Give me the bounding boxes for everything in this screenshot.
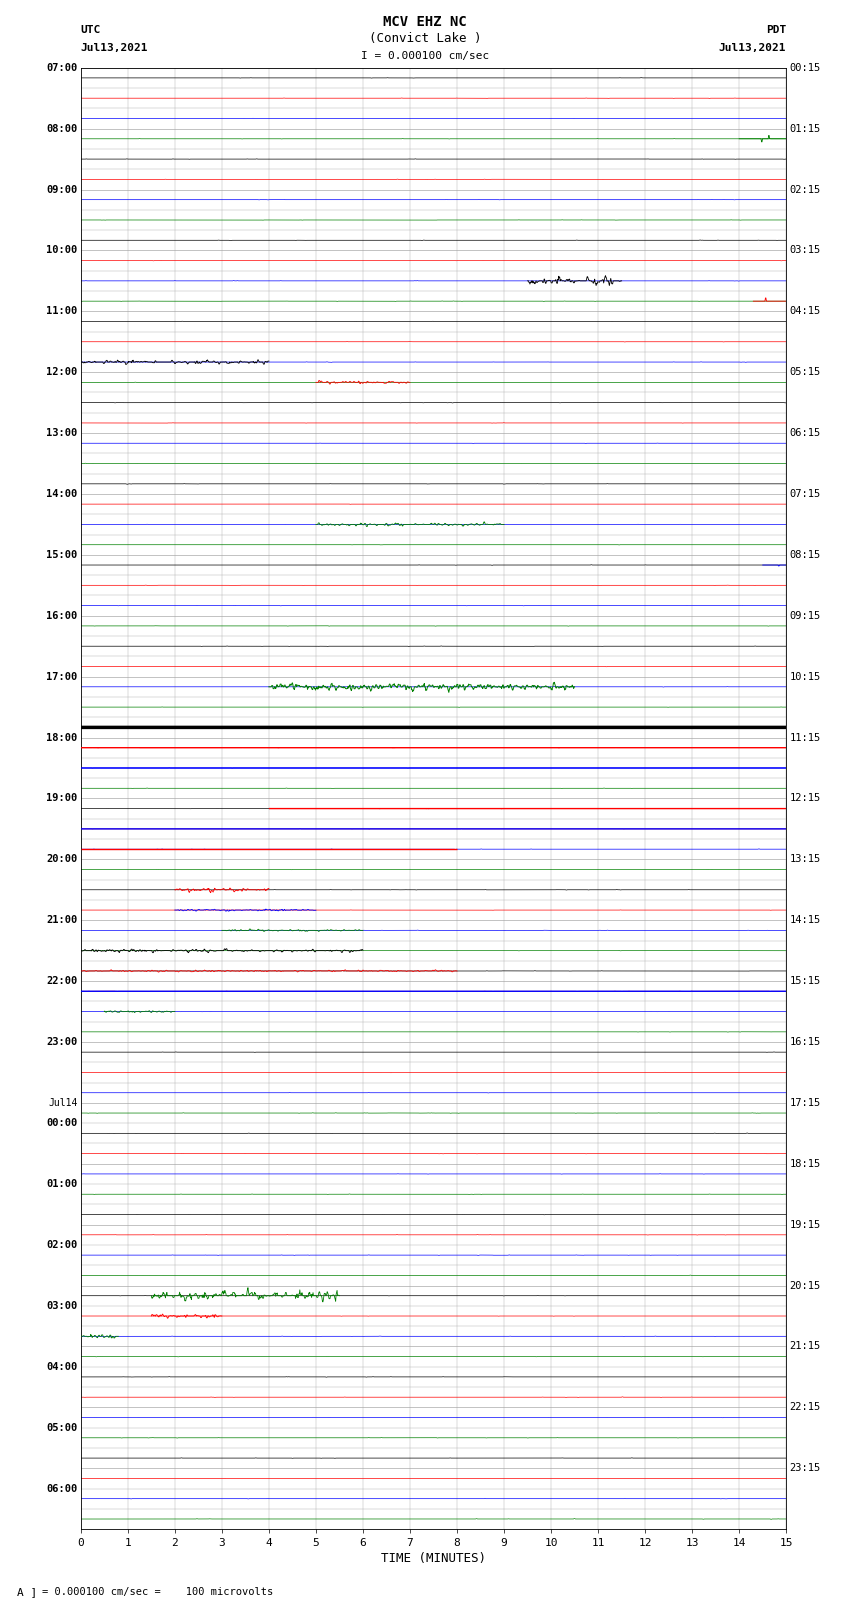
Text: 21:15: 21:15 [790,1342,821,1352]
Text: 20:15: 20:15 [790,1281,821,1290]
Text: 09:15: 09:15 [790,611,821,621]
Text: 15:00: 15:00 [46,550,77,560]
Text: 02:00: 02:00 [46,1240,77,1250]
Text: I = 0.000100 cm/sec: I = 0.000100 cm/sec [361,52,489,61]
Text: 23:15: 23:15 [790,1463,821,1473]
Text: 06:00: 06:00 [46,1484,77,1494]
Text: A ]: A ] [17,1587,37,1597]
Text: 04:15: 04:15 [790,306,821,316]
Text: 17:00: 17:00 [46,671,77,682]
Text: (Convict Lake ): (Convict Lake ) [369,32,481,45]
Text: 12:15: 12:15 [790,794,821,803]
Text: 18:00: 18:00 [46,732,77,742]
Text: 12:00: 12:00 [46,368,77,377]
Text: 01:15: 01:15 [790,124,821,134]
Text: Jul14: Jul14 [48,1098,77,1108]
Text: 02:15: 02:15 [790,184,821,195]
Text: 16:15: 16:15 [790,1037,821,1047]
Text: 19:00: 19:00 [46,794,77,803]
Text: 23:00: 23:00 [46,1037,77,1047]
Text: MCV EHZ NC: MCV EHZ NC [383,15,467,29]
Text: 17:15: 17:15 [790,1098,821,1108]
Text: Jul13,2021: Jul13,2021 [81,44,148,53]
Text: 19:15: 19:15 [790,1219,821,1229]
Text: 01:00: 01:00 [46,1179,77,1189]
Text: 09:00: 09:00 [46,184,77,195]
Text: 07:15: 07:15 [790,489,821,498]
Text: Jul13,2021: Jul13,2021 [719,44,786,53]
Text: 07:00: 07:00 [46,63,77,73]
Text: 13:15: 13:15 [790,855,821,865]
Text: 22:15: 22:15 [790,1402,821,1413]
Text: 20:00: 20:00 [46,855,77,865]
Text: 10:00: 10:00 [46,245,77,255]
X-axis label: TIME (MINUTES): TIME (MINUTES) [381,1552,486,1565]
Text: 06:15: 06:15 [790,427,821,439]
Text: 05:15: 05:15 [790,368,821,377]
Text: 11:15: 11:15 [790,732,821,742]
Text: 00:15: 00:15 [790,63,821,73]
Text: 21:00: 21:00 [46,915,77,926]
Text: 11:00: 11:00 [46,306,77,316]
Text: = 0.000100 cm/sec =    100 microvolts: = 0.000100 cm/sec = 100 microvolts [42,1587,274,1597]
Text: 18:15: 18:15 [790,1158,821,1169]
Text: 22:00: 22:00 [46,976,77,986]
Text: 03:00: 03:00 [46,1300,77,1311]
Text: 08:00: 08:00 [46,124,77,134]
Text: 10:15: 10:15 [790,671,821,682]
Text: 08:15: 08:15 [790,550,821,560]
Text: UTC: UTC [81,26,101,35]
Text: 13:00: 13:00 [46,427,77,439]
Text: 15:15: 15:15 [790,976,821,986]
Text: 03:15: 03:15 [790,245,821,255]
Text: 00:00: 00:00 [46,1118,77,1127]
Text: 14:15: 14:15 [790,915,821,926]
Text: 04:00: 04:00 [46,1361,77,1371]
Text: PDT: PDT [766,26,786,35]
Text: 16:00: 16:00 [46,611,77,621]
Text: 05:00: 05:00 [46,1423,77,1432]
Text: 14:00: 14:00 [46,489,77,498]
